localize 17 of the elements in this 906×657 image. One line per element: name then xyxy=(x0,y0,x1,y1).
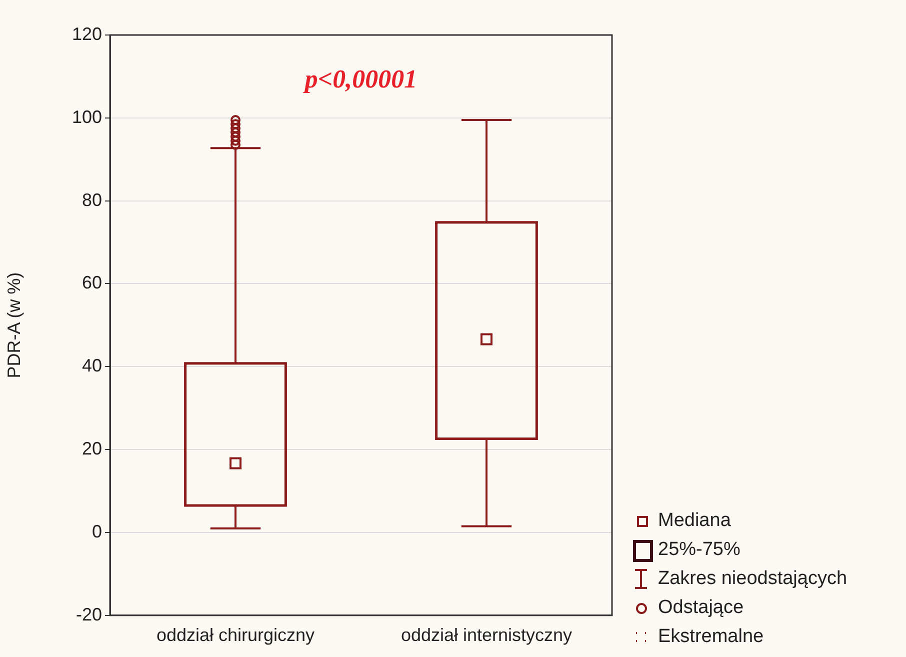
text: Zakres nieodstających xyxy=(658,567,848,591)
y-tick-label: 20 xyxy=(82,438,102,459)
x-tick-label: oddział internistyczny xyxy=(400,625,572,646)
annotation: p<0,00001 xyxy=(302,64,418,94)
text: Mediana xyxy=(658,509,731,533)
y-tick-label: -20 xyxy=(76,604,102,624)
text: Odstające xyxy=(658,596,744,620)
y-tick-label: 0 xyxy=(92,521,102,542)
y-axis-title: PDR-A (w %) xyxy=(4,272,24,378)
text: 25%-75% xyxy=(658,538,740,562)
y-tick-label: 60 xyxy=(82,272,102,293)
y-tick-label: 120 xyxy=(72,24,102,44)
text: Ekstremalne xyxy=(658,625,764,649)
y-tick-label: 100 xyxy=(72,106,102,127)
x-tick-label: oddział chirurgiczny xyxy=(156,625,315,646)
y-tick-label: 40 xyxy=(82,356,102,376)
y-tick-label: 80 xyxy=(82,190,102,210)
